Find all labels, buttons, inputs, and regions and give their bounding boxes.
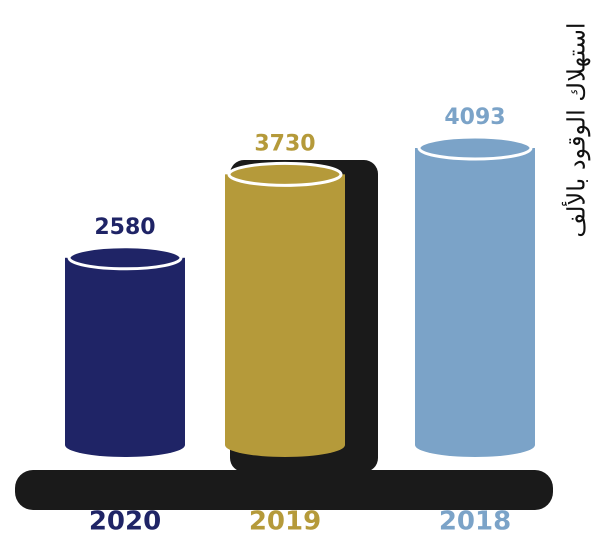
x-tick-label: 2019 (249, 507, 321, 537)
x-tick-label: 2018 (439, 507, 511, 537)
value-label: 2580 (94, 215, 155, 240)
cylinder-top (67, 245, 183, 271)
value-label: 3730 (254, 131, 315, 156)
value-label: 4093 (444, 105, 505, 130)
x-tick-label: 2020 (89, 507, 161, 537)
base-shadow (15, 470, 553, 510)
cylinder-top (417, 135, 533, 161)
bar (415, 148, 535, 445)
cylinder-top (227, 161, 343, 187)
chart-title: استهلاك الوقود بالألف (561, 22, 591, 237)
bar (225, 174, 345, 445)
bar (65, 257, 185, 445)
